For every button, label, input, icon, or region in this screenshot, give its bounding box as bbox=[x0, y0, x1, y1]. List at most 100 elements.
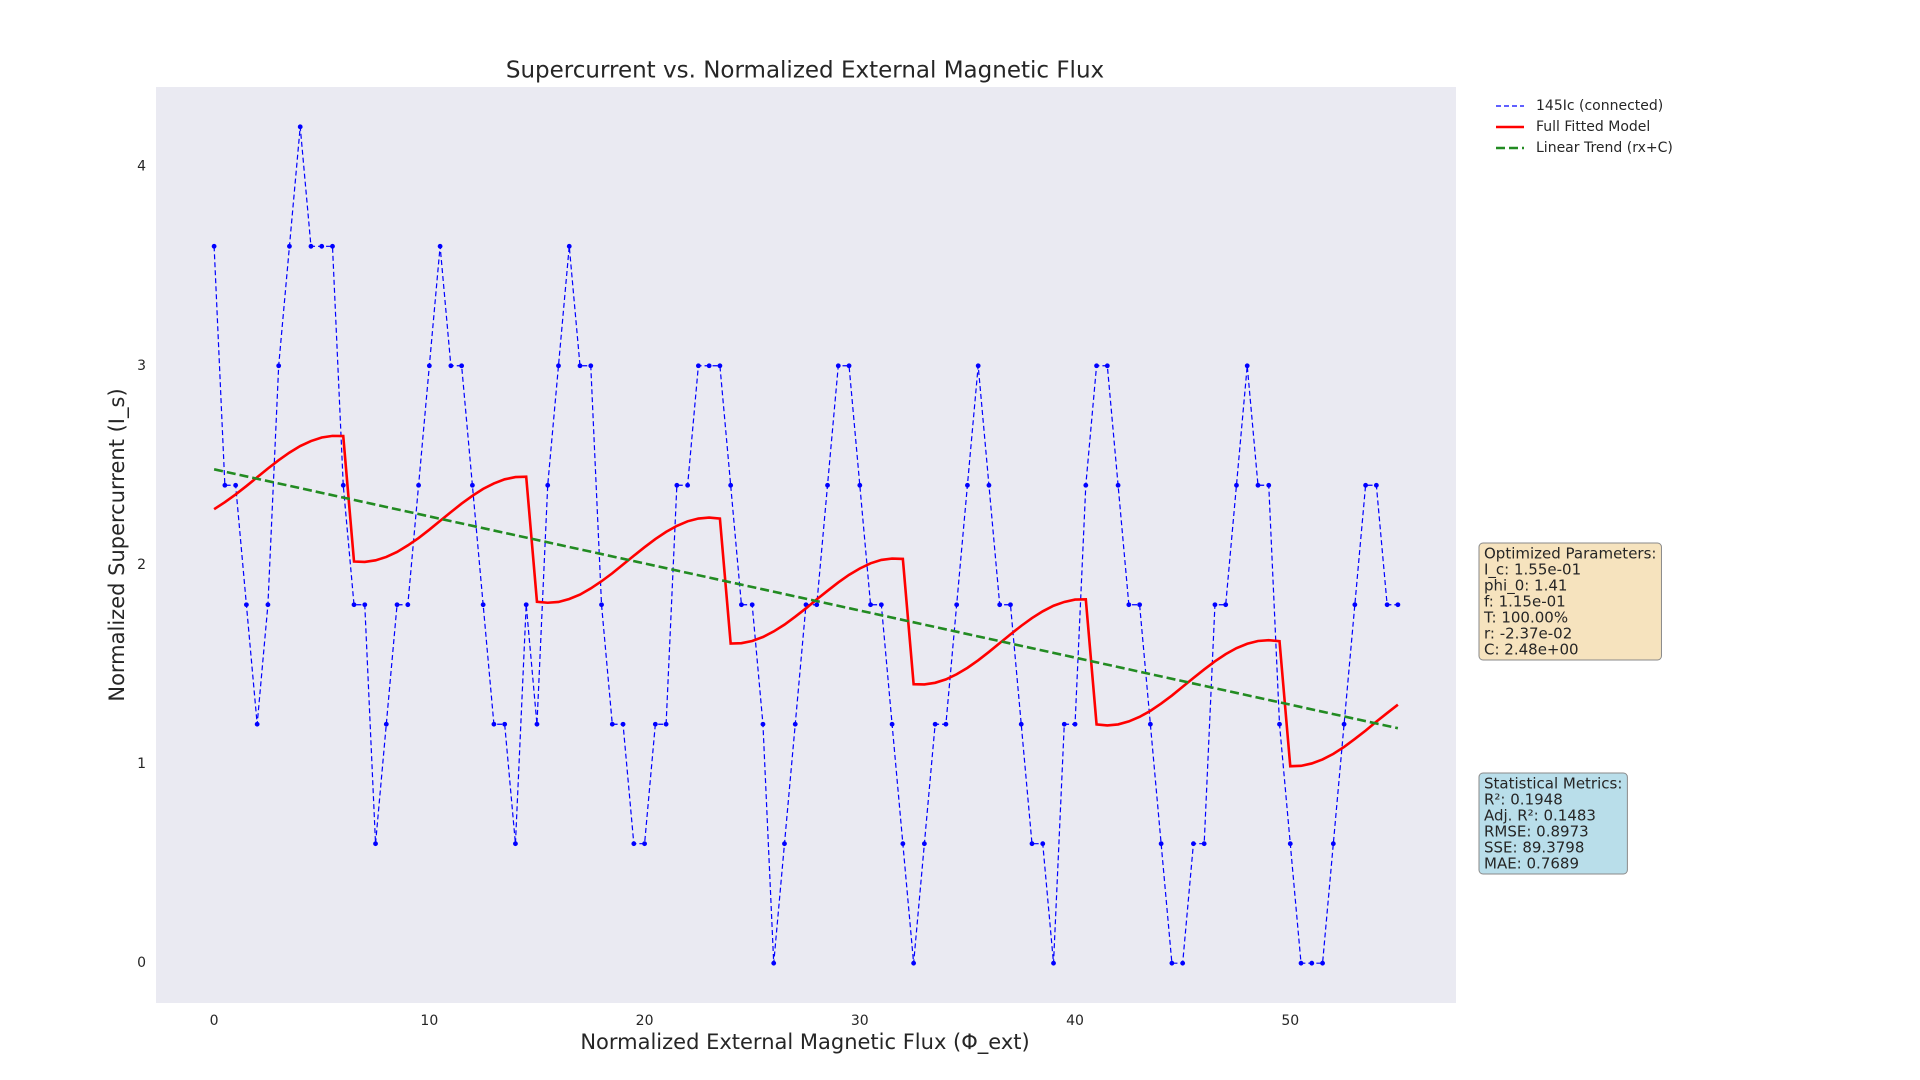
data-point bbox=[889, 721, 895, 727]
data-point bbox=[577, 363, 583, 369]
data-point bbox=[340, 482, 346, 488]
data-point bbox=[319, 243, 325, 249]
data-point bbox=[620, 721, 626, 727]
data-point bbox=[1126, 602, 1132, 608]
x-tick-label: 50 bbox=[1281, 1013, 1299, 1029]
data-point bbox=[868, 602, 873, 608]
data-point bbox=[835, 363, 841, 369]
data-point bbox=[1072, 721, 1078, 727]
data-point bbox=[857, 482, 863, 488]
annotation-line: r: -2.37e-02 bbox=[1484, 625, 1572, 643]
data-point bbox=[825, 482, 830, 488]
data-point bbox=[287, 243, 292, 249]
data-point bbox=[609, 721, 615, 727]
data-point bbox=[1266, 482, 1272, 488]
data-point bbox=[276, 363, 282, 369]
data-point bbox=[749, 602, 755, 608]
data-point bbox=[362, 602, 368, 608]
data-point bbox=[265, 602, 271, 608]
data-point bbox=[1244, 363, 1250, 369]
data-point bbox=[1341, 721, 1347, 727]
data-point bbox=[943, 721, 949, 727]
data-point bbox=[1040, 841, 1046, 847]
data-point bbox=[954, 602, 960, 608]
data-point bbox=[975, 363, 981, 369]
data-point bbox=[771, 960, 777, 966]
data-point bbox=[663, 721, 669, 727]
data-point bbox=[911, 960, 917, 966]
data-point bbox=[728, 482, 734, 488]
data-point bbox=[469, 482, 475, 488]
legend-label: Linear Trend (rx+C) bbox=[1536, 140, 1673, 156]
data-point bbox=[394, 602, 400, 608]
data-point bbox=[1309, 960, 1315, 966]
annotation-frame bbox=[1478, 542, 1662, 661]
data-point bbox=[383, 721, 389, 727]
data-point bbox=[674, 482, 680, 488]
data-point bbox=[1051, 960, 1056, 966]
data-point bbox=[211, 243, 217, 249]
data-point bbox=[491, 721, 497, 727]
data-point bbox=[792, 721, 798, 727]
annotation-line: T: 100.00% bbox=[1483, 609, 1568, 627]
data-point bbox=[1363, 482, 1369, 488]
data-point bbox=[502, 721, 508, 727]
data-point bbox=[297, 124, 303, 130]
data-point bbox=[1061, 721, 1067, 727]
annotation-line: f: 1.15e-01 bbox=[1484, 593, 1566, 611]
data-point bbox=[405, 602, 411, 608]
data-point bbox=[308, 243, 314, 249]
data-point bbox=[986, 482, 992, 488]
data-point bbox=[1298, 960, 1304, 966]
data-point bbox=[1169, 960, 1175, 966]
data-point bbox=[878, 602, 884, 608]
data-point bbox=[965, 482, 970, 488]
data-point bbox=[739, 602, 744, 608]
data-point bbox=[1255, 482, 1261, 488]
data-point bbox=[1287, 841, 1293, 847]
data-point bbox=[642, 841, 647, 847]
data-point bbox=[459, 363, 465, 369]
data-point bbox=[814, 602, 820, 608]
data-point bbox=[1137, 602, 1143, 608]
annotation-line: Adj. R²: 0.1483 bbox=[1484, 807, 1596, 825]
data-point bbox=[1180, 960, 1186, 966]
annotation-frame bbox=[1478, 772, 1628, 875]
data-point bbox=[1384, 602, 1390, 608]
data-point bbox=[1330, 841, 1336, 847]
data-point bbox=[426, 363, 432, 369]
data-point bbox=[1029, 841, 1035, 847]
data-point bbox=[233, 482, 239, 488]
data-point bbox=[534, 721, 540, 727]
data-point bbox=[566, 243, 572, 249]
annotation-line: Optimized Parameters: bbox=[1484, 545, 1656, 563]
data-point bbox=[782, 841, 787, 847]
data-point bbox=[1104, 363, 1110, 369]
data-point bbox=[1320, 960, 1325, 966]
data-point bbox=[1191, 841, 1196, 847]
series-line bbox=[213, 468, 1399, 730]
y-tick-label: 1 bbox=[137, 756, 146, 772]
data-point bbox=[1083, 482, 1089, 488]
annotation-line: Statistical Metrics: bbox=[1484, 775, 1622, 793]
data-point bbox=[513, 841, 518, 847]
data-point bbox=[1352, 602, 1358, 608]
data-point bbox=[330, 243, 335, 249]
y-tick-label: 2 bbox=[137, 557, 146, 573]
data-point bbox=[1212, 602, 1218, 608]
annotation-box: Optimized Parameters:I_c: 1.55e-01phi_0:… bbox=[1478, 542, 1662, 661]
x-tick-label: 30 bbox=[851, 1013, 869, 1029]
data-point bbox=[1223, 602, 1229, 608]
data-point bbox=[448, 363, 454, 369]
data-point bbox=[1008, 602, 1013, 608]
data-point bbox=[416, 482, 421, 488]
series-line bbox=[213, 434, 1399, 768]
data-point bbox=[921, 841, 927, 847]
data-point bbox=[599, 602, 604, 608]
data-point bbox=[706, 363, 712, 369]
data-point bbox=[523, 602, 529, 608]
data-point bbox=[351, 602, 357, 608]
data-point bbox=[1373, 482, 1379, 488]
